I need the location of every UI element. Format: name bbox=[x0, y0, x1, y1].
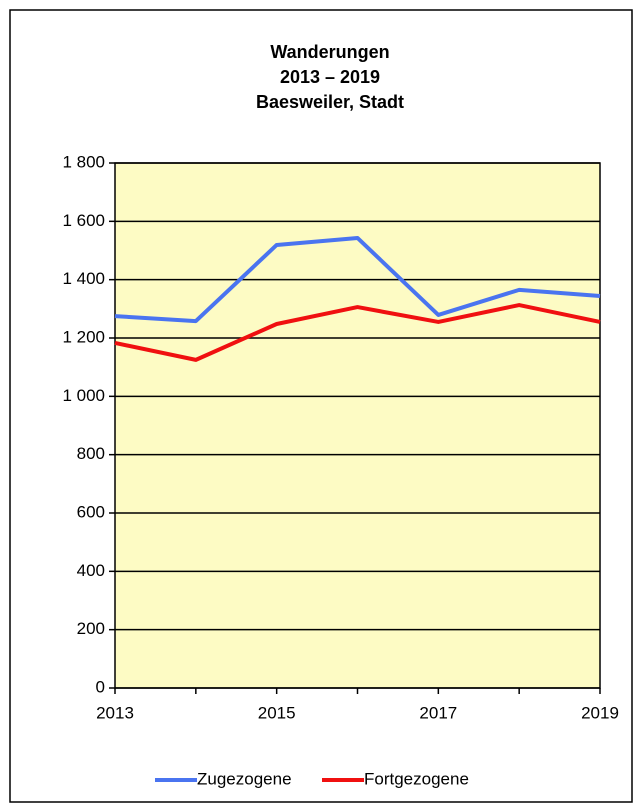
series-line bbox=[114, 303, 601, 362]
chart-title: Wanderungen bbox=[270, 42, 389, 62]
x-tick-label: 2013 bbox=[96, 703, 134, 722]
x-tick-label: 2015 bbox=[258, 703, 296, 722]
y-tick-label: 1 000 bbox=[62, 386, 105, 405]
legend-label: Fortgezogene bbox=[364, 769, 469, 788]
x-tick-label: 2019 bbox=[581, 703, 619, 722]
chart-title: 2013 – 2019 bbox=[280, 67, 380, 87]
chart-title: Baesweiler, Stadt bbox=[256, 92, 404, 112]
series-line bbox=[114, 235, 601, 324]
legend-label: Zugezogene bbox=[197, 769, 292, 788]
y-tick-label: 1 400 bbox=[62, 269, 105, 288]
plot-area bbox=[114, 162, 601, 689]
y-tick-label: 800 bbox=[77, 444, 105, 463]
y-tick-label: 1 800 bbox=[62, 152, 105, 171]
y-tick-label: 1 200 bbox=[62, 327, 105, 346]
y-tick-label: 200 bbox=[77, 619, 105, 638]
x-tick-label: 2017 bbox=[419, 703, 457, 722]
y-tick-label: 0 bbox=[96, 677, 105, 696]
y-tick-label: 400 bbox=[77, 561, 105, 580]
y-tick-label: 600 bbox=[77, 502, 105, 521]
y-tick-label: 1 600 bbox=[62, 211, 105, 230]
